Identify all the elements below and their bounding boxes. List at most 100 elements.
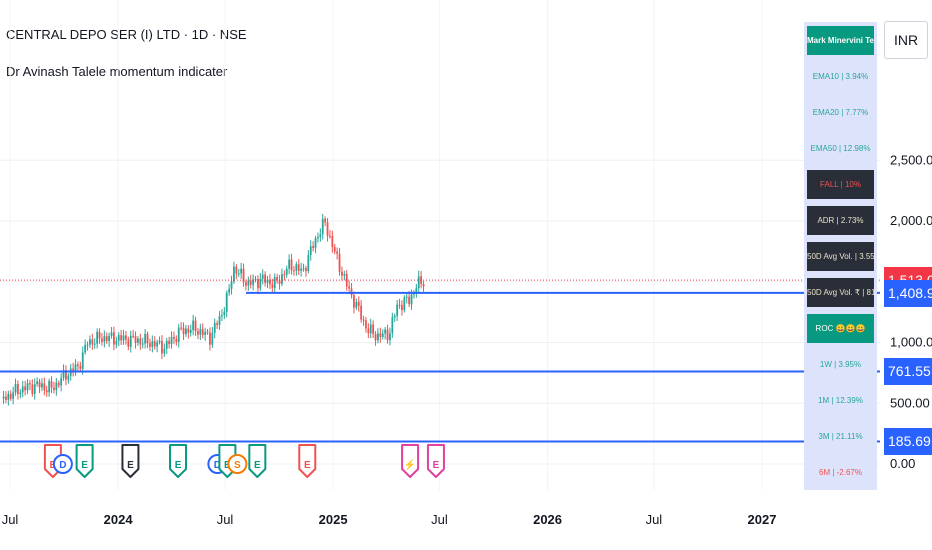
candle — [189, 324, 192, 337]
candle — [12, 386, 15, 405]
candle — [341, 266, 343, 281]
event-marker[interactable]: ⚡ — [401, 444, 420, 478]
candle — [233, 261, 235, 284]
candle — [158, 336, 161, 345]
candle — [245, 279, 247, 291]
y-tick-label: 2,000.00 — [890, 213, 932, 228]
candle — [326, 218, 329, 242]
candle — [209, 327, 211, 351]
candle — [21, 381, 24, 398]
panel-row: EMA20 | 7.77% — [807, 98, 874, 127]
x-tick-label: 2024 — [104, 512, 134, 527]
candle — [26, 379, 29, 395]
candle — [89, 335, 91, 349]
event-marker[interactable]: D — [52, 454, 73, 474]
candle — [17, 380, 19, 400]
candle — [33, 378, 36, 400]
x-tick-label: Jul — [2, 512, 19, 527]
candle — [281, 268, 283, 287]
event-label: S — [234, 460, 241, 471]
candle — [161, 335, 163, 360]
panel-row: ADR | 2.73% — [807, 206, 874, 235]
candle — [223, 307, 226, 320]
event-marker[interactable]: E — [426, 444, 445, 478]
indicator-name[interactable]: Dr Avinash Talele momentum indicater — [6, 64, 228, 79]
event-marker[interactable]: E — [121, 444, 140, 478]
event-marker[interactable]: S — [227, 454, 248, 474]
candle — [417, 270, 420, 293]
candle — [206, 328, 209, 335]
candle — [115, 336, 118, 349]
candle — [278, 274, 281, 290]
minervini-panel: Mark Minervini Template EMA10 | 3.94% EMA2… — [804, 22, 877, 490]
candle — [290, 253, 293, 275]
candle — [276, 273, 279, 284]
candle — [110, 326, 113, 339]
candle — [314, 235, 317, 254]
candle — [293, 266, 295, 276]
candle — [50, 376, 53, 393]
candle — [333, 243, 336, 255]
price-axis-tag: 185.69 — [884, 428, 932, 456]
candle — [415, 283, 418, 298]
candle — [175, 335, 178, 346]
candle — [163, 343, 166, 357]
price-axis-tag: 1,408.90 — [884, 279, 932, 307]
candle — [285, 265, 288, 278]
event-marker[interactable]: E — [75, 444, 94, 478]
x-tick-label: 2026 — [533, 512, 562, 527]
candle — [422, 281, 425, 292]
candle — [401, 300, 403, 316]
candle — [379, 327, 382, 343]
candle — [329, 230, 331, 239]
candle — [345, 270, 348, 291]
price-axis-tag: 761.55 — [884, 358, 932, 386]
candle — [151, 335, 154, 353]
candle — [84, 339, 87, 355]
candle — [348, 280, 351, 294]
candle — [317, 232, 319, 243]
candle — [297, 259, 300, 275]
candle — [374, 331, 377, 346]
candle — [235, 264, 238, 280]
candle — [228, 284, 231, 296]
currency-button[interactable]: INR — [884, 21, 928, 59]
candle — [182, 322, 185, 340]
candle — [43, 377, 46, 396]
candle — [312, 241, 315, 252]
candle — [77, 361, 79, 372]
candle — [117, 332, 120, 347]
event-marker[interactable]: E — [169, 444, 188, 478]
y-tick-label: 0.00 — [890, 456, 915, 471]
candle — [132, 329, 135, 339]
y-tick-label: 500.00 — [890, 395, 930, 410]
candle — [168, 336, 171, 349]
candle — [360, 300, 363, 323]
candle — [105, 332, 108, 344]
panel-row: FALL | 10% — [807, 170, 874, 199]
time-axis[interactable]: Jul 2024 Jul 2025 Jul 2026 Jul 2027 — [2, 512, 777, 527]
event-marker[interactable]: E — [298, 444, 317, 478]
candle — [156, 339, 159, 353]
event-label: E — [304, 460, 311, 471]
candle — [141, 337, 144, 349]
candle — [192, 314, 195, 336]
candle — [221, 309, 223, 321]
candle — [403, 295, 406, 313]
candle — [201, 323, 204, 339]
candle — [5, 391, 7, 404]
candles — [2, 213, 425, 406]
candle — [101, 333, 103, 346]
candle — [240, 262, 243, 279]
candle — [386, 324, 389, 344]
price-axis[interactable]: 2,500.002,000.001,500.001,000.00500.000.… — [890, 152, 932, 471]
candle — [216, 320, 219, 329]
event-marker[interactable]: E — [248, 444, 267, 478]
candle — [396, 299, 399, 322]
candle — [283, 270, 286, 281]
candle — [187, 325, 190, 339]
candle — [129, 330, 132, 353]
event-label: D — [214, 460, 221, 471]
event-markers[interactable]: E D E E E D E S E E ⚡ E — [43, 444, 445, 478]
